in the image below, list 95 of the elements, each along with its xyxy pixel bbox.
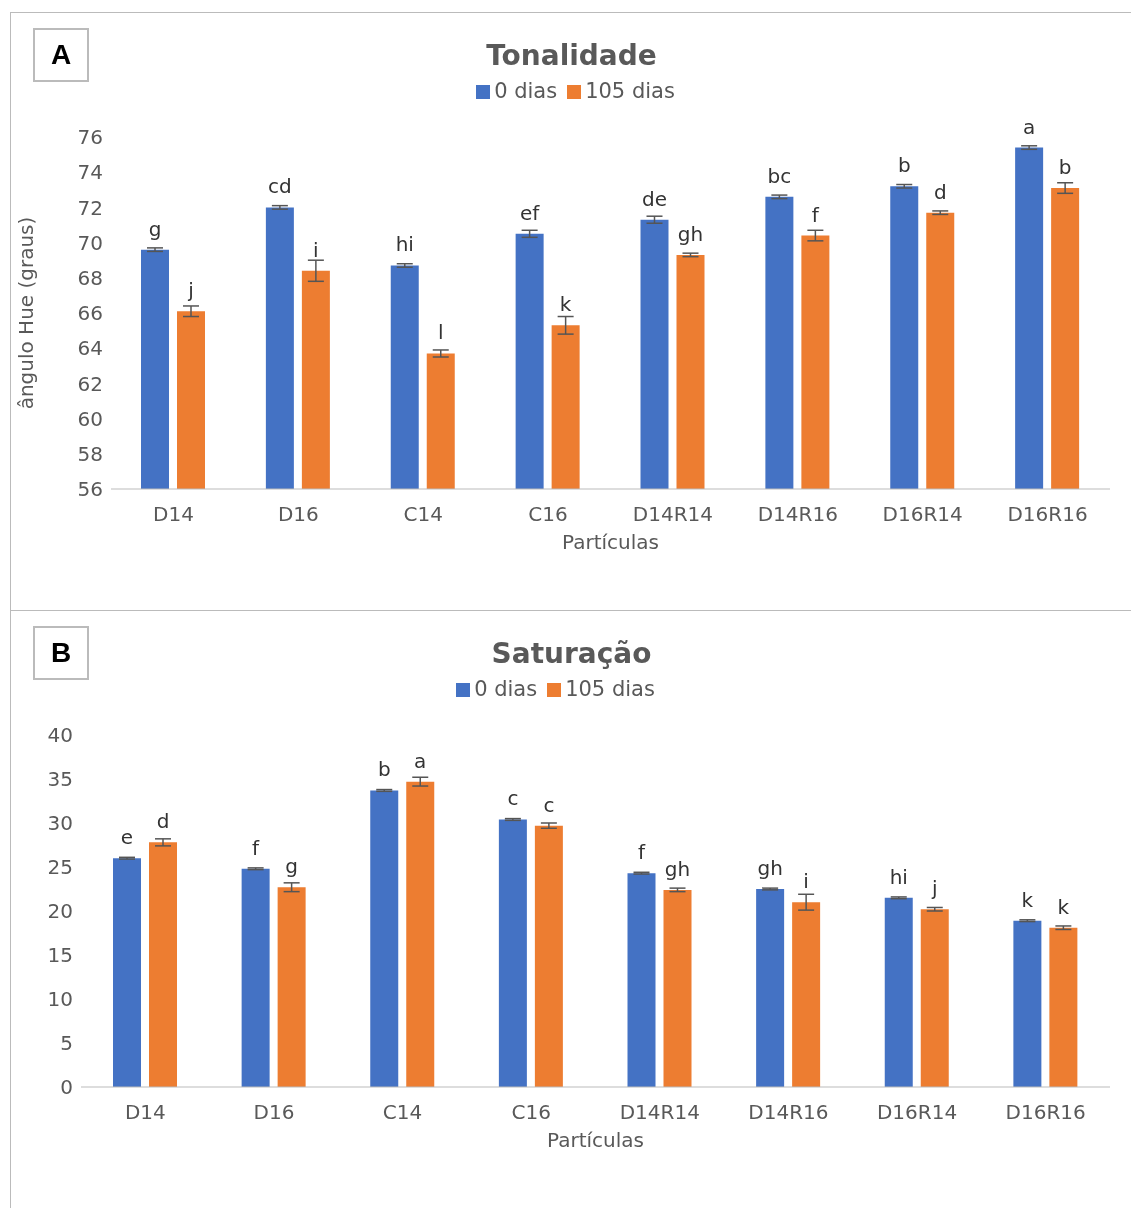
bar xyxy=(756,889,785,1087)
x-tick-label: C14 xyxy=(403,502,443,527)
x-tick-label: C16 xyxy=(528,502,568,527)
y-tick-label: 56 xyxy=(77,477,103,502)
bar xyxy=(498,819,527,1087)
bar xyxy=(884,897,913,1087)
bar xyxy=(370,790,399,1087)
data-label: de xyxy=(642,186,667,211)
data-label: b xyxy=(1058,155,1072,180)
legend-label: 0 dias xyxy=(474,677,538,701)
chart-title: Tonalidade xyxy=(486,39,657,72)
bar xyxy=(534,825,563,1087)
y-tick-label: 64 xyxy=(77,336,103,361)
x-tick-label: D14R16 xyxy=(757,502,838,527)
legend-label: 105 dias xyxy=(585,79,675,103)
text: A xyxy=(33,28,89,82)
y-tick-label: 30 xyxy=(47,811,73,836)
y-tick-label: 20 xyxy=(47,899,73,924)
data-label: j xyxy=(930,876,938,901)
data-label: e xyxy=(120,825,134,850)
x-tick-label: D16R16 xyxy=(1005,1100,1086,1125)
x-tick-label: D14R14 xyxy=(619,1100,700,1125)
data-label: d xyxy=(156,809,170,834)
y-tick-label: 58 xyxy=(77,441,103,466)
data-label: c xyxy=(543,792,555,817)
x-tick-label: D16 xyxy=(277,502,319,527)
data-label: cd xyxy=(268,174,292,199)
y-tick-label: 76 xyxy=(77,125,103,150)
y-tick-label: 72 xyxy=(77,195,103,220)
bar xyxy=(149,842,177,1087)
y-tick-label: 62 xyxy=(77,371,103,396)
y-axis-title: ângulo Hue (graus) xyxy=(14,216,39,410)
data-label: g xyxy=(148,216,162,241)
y-tick-label: 5 xyxy=(60,1031,73,1056)
data-label: hi xyxy=(395,232,414,257)
x-axis-title: Partículas xyxy=(562,530,659,554)
x-tick-label: D16R16 xyxy=(1007,502,1088,527)
data-label: b xyxy=(897,153,911,178)
data-label: g xyxy=(285,854,298,879)
data-label: i xyxy=(803,869,809,894)
data-label: d xyxy=(933,179,947,204)
y-tick-label: 68 xyxy=(77,265,103,290)
y-tick-label: 60 xyxy=(77,406,103,431)
y-tick-label: 0 xyxy=(60,1075,73,1100)
x-axis-title: Partículas xyxy=(547,1128,644,1152)
bar xyxy=(627,873,656,1087)
data-label: a xyxy=(1022,114,1036,139)
legend-label: 0 dias xyxy=(494,79,558,103)
y-tick-label: 10 xyxy=(47,987,73,1012)
data-label: gh xyxy=(677,221,704,246)
data-label: l xyxy=(437,320,444,345)
y-tick-label: 66 xyxy=(77,301,103,326)
x-tick-label: D16 xyxy=(253,1100,295,1125)
x-tick-label: C14 xyxy=(382,1100,423,1125)
bar xyxy=(1013,920,1042,1087)
data-label: k xyxy=(1021,887,1034,912)
data-label: ef xyxy=(519,200,541,225)
y-tick-label: 74 xyxy=(77,160,103,185)
data-label: b xyxy=(377,757,391,782)
bar xyxy=(792,902,821,1087)
data-label: k xyxy=(1057,894,1070,919)
y-tick-label: 35 xyxy=(47,767,73,792)
chart-title: Saturação xyxy=(491,637,652,670)
data-label: k xyxy=(559,292,572,317)
x-tick-label: D14R14 xyxy=(632,502,714,527)
bar xyxy=(113,858,141,1087)
y-tick-label: 25 xyxy=(47,855,73,880)
bar xyxy=(241,868,270,1087)
data-label: bc xyxy=(767,163,792,188)
y-tick-label: 15 xyxy=(47,943,73,968)
bar xyxy=(277,887,306,1087)
data-label: j xyxy=(187,278,194,303)
data-label: f xyxy=(637,840,646,865)
bar xyxy=(406,781,435,1087)
data-label: gh xyxy=(757,856,783,880)
data-label: hi xyxy=(889,864,908,889)
data-label: i xyxy=(313,237,319,262)
bar xyxy=(1049,927,1078,1087)
text: B xyxy=(33,626,89,680)
data-label: a xyxy=(414,748,427,773)
data-label: gh xyxy=(664,856,691,881)
x-tick-label: C16 xyxy=(511,1100,551,1125)
data-label: f xyxy=(252,835,261,860)
bar xyxy=(663,889,692,1087)
x-tick-label: D16R14 xyxy=(876,1100,958,1125)
x-tick-label: D14 xyxy=(153,502,194,527)
bar xyxy=(920,909,949,1087)
y-tick-label: 40 xyxy=(47,723,73,748)
x-tick-label: D14R16 xyxy=(748,1100,829,1125)
legend-label: 105 dias xyxy=(565,677,655,701)
data-label: f xyxy=(811,202,820,227)
y-tick-label: 70 xyxy=(77,230,103,255)
data-label: c xyxy=(507,786,519,811)
x-tick-label: D16R14 xyxy=(882,502,963,527)
x-tick-label: D14 xyxy=(124,1100,166,1125)
